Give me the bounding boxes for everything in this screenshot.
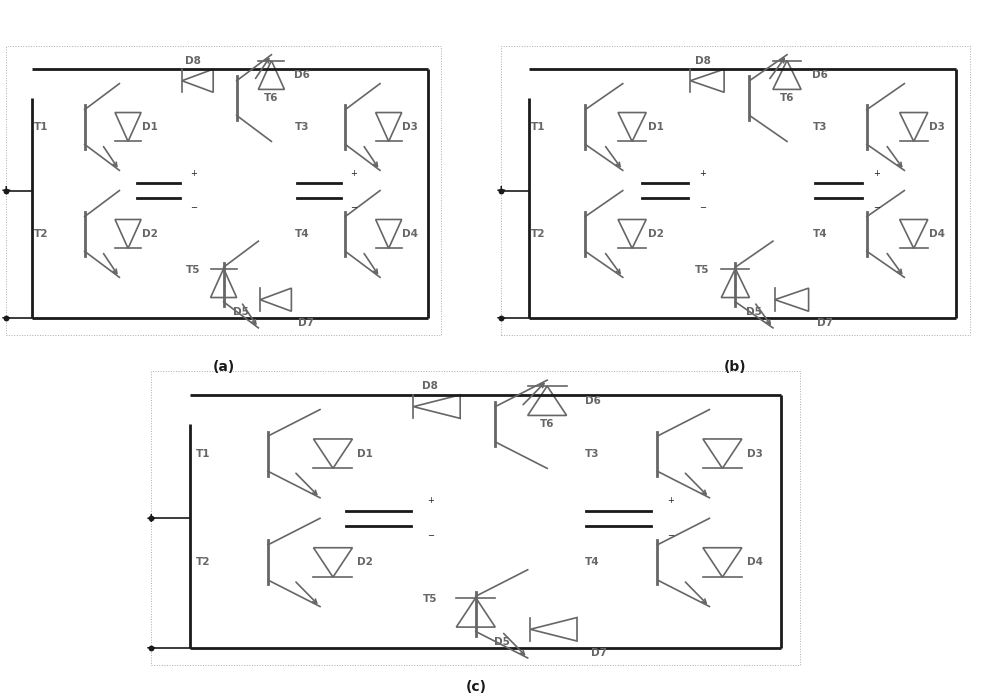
- Text: T5: T5: [186, 265, 200, 275]
- Text: −: −: [190, 203, 197, 212]
- Text: D1: D1: [648, 122, 664, 132]
- Text: D2: D2: [142, 229, 158, 239]
- Text: D3: D3: [402, 122, 418, 132]
- Text: T5: T5: [423, 594, 438, 604]
- Text: T1: T1: [531, 122, 546, 132]
- Text: D1: D1: [142, 122, 158, 132]
- Text: T3: T3: [813, 122, 827, 132]
- Text: T1: T1: [34, 122, 48, 132]
- Text: D7: D7: [591, 648, 607, 658]
- Text: D6: D6: [585, 396, 601, 406]
- Text: D6: D6: [294, 70, 310, 80]
- Text: D2: D2: [357, 557, 373, 568]
- Text: −: −: [699, 203, 706, 212]
- Text: D7: D7: [817, 318, 833, 328]
- Text: +: +: [1, 184, 12, 197]
- Text: T2: T2: [531, 229, 546, 239]
- Text: −: −: [495, 311, 506, 324]
- Text: D2: D2: [648, 229, 664, 239]
- Text: T6: T6: [264, 93, 279, 103]
- Text: (a): (a): [212, 359, 235, 373]
- Text: D7: D7: [298, 318, 314, 328]
- Text: −: −: [350, 203, 357, 212]
- Bar: [501, 46, 970, 335]
- Text: D8: D8: [422, 381, 438, 391]
- Text: D8: D8: [185, 56, 201, 65]
- Text: T6: T6: [780, 93, 794, 103]
- Text: +: +: [146, 512, 157, 525]
- Text: +: +: [667, 496, 674, 505]
- Text: −: −: [1, 311, 12, 324]
- Text: D1: D1: [357, 448, 373, 459]
- Text: T5: T5: [695, 265, 710, 275]
- Text: (c): (c): [465, 680, 486, 694]
- Text: D3: D3: [747, 448, 763, 459]
- Text: D6: D6: [812, 70, 828, 80]
- Text: D5: D5: [233, 307, 249, 317]
- Text: T3: T3: [295, 122, 309, 132]
- Text: +: +: [495, 184, 506, 197]
- Text: +: +: [873, 169, 880, 178]
- Text: +: +: [350, 169, 357, 178]
- Text: T4: T4: [585, 557, 600, 568]
- Text: +: +: [427, 496, 434, 505]
- Text: −: −: [873, 203, 880, 212]
- Text: T1: T1: [196, 448, 210, 459]
- Text: D5: D5: [746, 307, 762, 317]
- Text: T4: T4: [294, 229, 309, 239]
- Text: (b): (b): [724, 359, 747, 373]
- Text: D4: D4: [929, 229, 945, 239]
- Text: D5: D5: [494, 637, 510, 647]
- Text: +: +: [699, 169, 706, 178]
- Text: D8: D8: [695, 56, 710, 65]
- Bar: [151, 371, 800, 666]
- Text: D4: D4: [747, 557, 763, 568]
- Text: D4: D4: [402, 229, 418, 239]
- Text: T2: T2: [34, 229, 48, 239]
- Text: −: −: [146, 641, 156, 654]
- Bar: [6, 46, 441, 335]
- Text: T4: T4: [813, 229, 827, 239]
- Text: T3: T3: [585, 448, 600, 459]
- Text: D3: D3: [929, 122, 945, 132]
- Text: +: +: [190, 169, 197, 178]
- Text: −: −: [427, 532, 434, 541]
- Text: −: −: [667, 532, 674, 541]
- Text: T2: T2: [196, 557, 210, 568]
- Text: T6: T6: [540, 419, 554, 430]
